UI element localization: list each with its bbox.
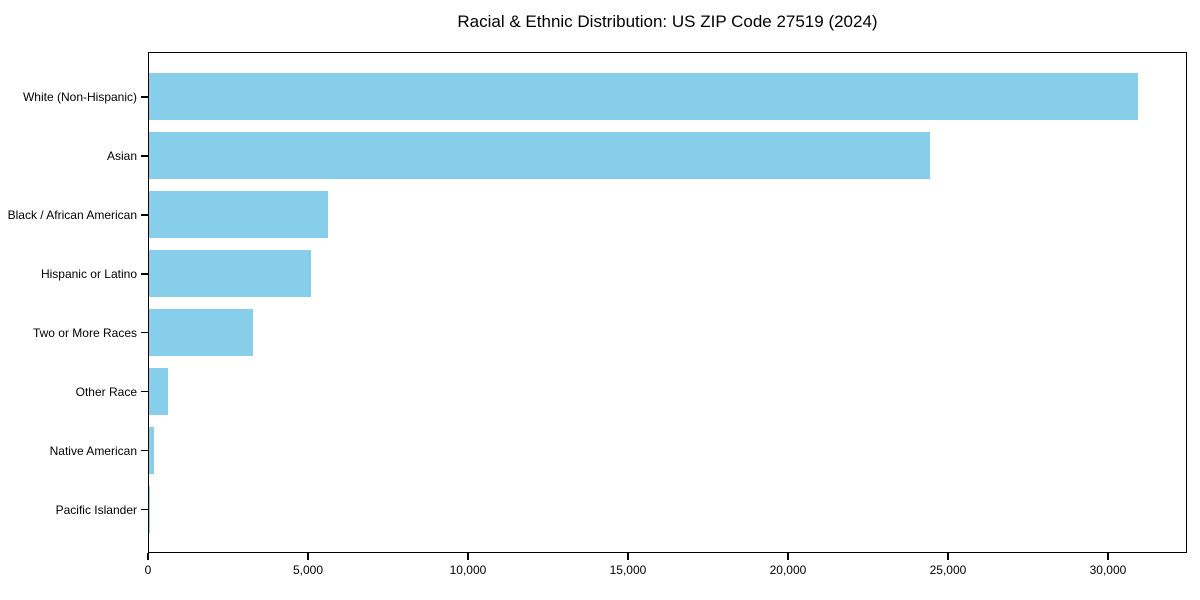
x-tick-label: 25,000 xyxy=(929,563,967,577)
y-tick-label: Hispanic or Latino xyxy=(40,266,137,281)
y-tick-mark xyxy=(141,273,148,275)
x-tick-mark xyxy=(467,553,469,560)
x-tick-label: 15,000 xyxy=(609,563,647,577)
y-tick-label: Other Race xyxy=(75,384,137,399)
bar xyxy=(149,485,150,533)
bar xyxy=(149,426,154,474)
x-tick-label: 30,000 xyxy=(1089,563,1127,577)
x-tick-label: 5,000 xyxy=(292,563,323,577)
x-tick-mark xyxy=(307,553,309,560)
x-tick-label: 0 xyxy=(144,563,152,577)
y-tick-mark xyxy=(141,214,148,216)
x-tick-label: 20,000 xyxy=(769,563,807,577)
y-tick-label: Asian xyxy=(106,148,137,163)
y-tick-mark xyxy=(141,155,148,157)
y-tick-label: White (Non-Hispanic) xyxy=(22,90,137,104)
bar xyxy=(149,190,329,238)
plot-area xyxy=(148,52,1187,553)
x-tick-label: 10,000 xyxy=(449,563,487,577)
bar xyxy=(149,249,311,297)
y-tick-mark xyxy=(141,449,148,452)
y-tick-mark xyxy=(141,331,148,334)
x-tick-mark xyxy=(787,553,789,560)
y-tick-mark xyxy=(141,96,148,98)
x-tick-mark xyxy=(147,553,149,560)
x-tick-mark xyxy=(627,553,629,560)
x-tick-mark xyxy=(1107,553,1109,560)
bar xyxy=(149,308,253,356)
y-tick-mark xyxy=(141,508,148,511)
bar xyxy=(149,73,1138,120)
y-tick-label: Pacific Islander xyxy=(55,502,137,517)
y-tick-mark xyxy=(141,390,148,393)
bar xyxy=(149,367,169,415)
y-tick-label: Native American xyxy=(49,443,137,458)
y-tick-label: Two or More Races xyxy=(32,325,137,340)
x-tick-mark xyxy=(947,553,949,560)
chart-title: Racial & Ethnic Distribution: US ZIP Cod… xyxy=(457,12,878,31)
y-tick-label: Black / African American xyxy=(7,207,137,222)
bar xyxy=(149,131,930,179)
